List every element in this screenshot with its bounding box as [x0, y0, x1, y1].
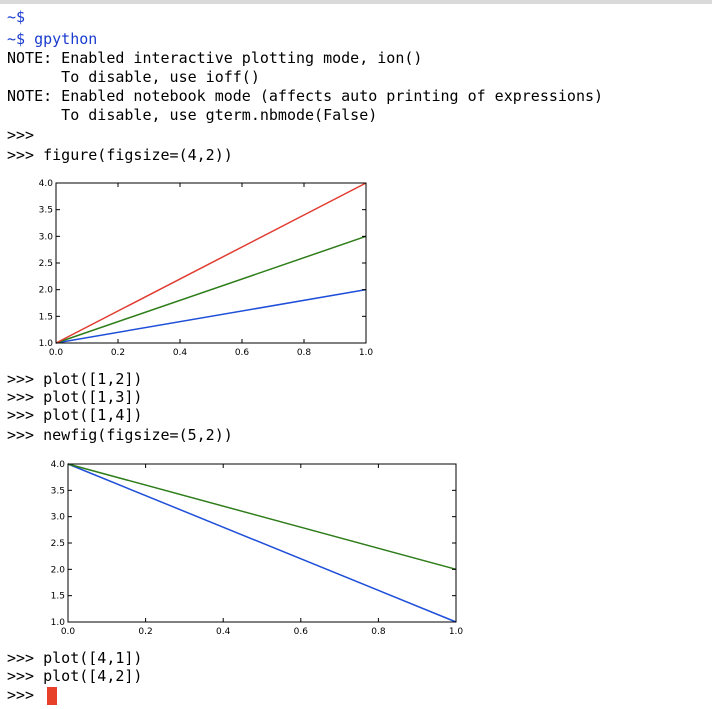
x-tick-label: 0.8 — [297, 348, 312, 358]
python-command-line: >>> plot([1,2]) — [7, 370, 143, 388]
y-tick-label: 1.5 — [51, 592, 65, 602]
x-tick-label: 1.0 — [449, 627, 464, 637]
series-line-1 — [55, 235, 367, 344]
python-command-line: >>> figure(figsize=(4,2)) — [7, 146, 233, 164]
python-command-line: >>> plot([1,4]) — [7, 406, 143, 424]
python-prompt-line: >>> — [7, 126, 35, 144]
series-line-0 — [55, 288, 367, 344]
x-tick-label: 0.0 — [61, 627, 76, 637]
output-line: To disable, use gterm.nbmode(False) — [7, 106, 378, 124]
y-tick-label: 1.5 — [39, 312, 53, 322]
series-line-1 — [67, 463, 457, 571]
python-prompt-line[interactable]: >>> — [7, 686, 35, 704]
x-tick-label: 0.0 — [49, 348, 64, 358]
y-tick-label: 4.0 — [39, 179, 54, 189]
shell-prompt-line: ~$ — [7, 8, 26, 26]
y-tick-label: 1.0 — [39, 339, 54, 349]
x-tick-label: 1.0 — [359, 348, 374, 358]
x-tick-label: 0.4 — [173, 348, 188, 358]
python-command-line: >>> plot([4,2]) — [7, 667, 143, 685]
x-tick-label: 0.6 — [235, 348, 250, 358]
y-tick-label: 3.5 — [51, 486, 65, 496]
y-tick-label: 3.0 — [39, 232, 54, 242]
y-tick-label: 2.5 — [51, 539, 65, 549]
figure-1-plot: 1.0 1.5 2.0 2.5 3.0 3.5 4.0 0.0 0.2 0.4 0.6 0.8 1.0 — [0, 170, 400, 365]
python-command-line: >>> plot([4,1]) — [7, 649, 143, 667]
x-tick-label: 0.4 — [216, 627, 231, 637]
shell-command-line: ~$ gpython — [7, 30, 98, 48]
chart-svg: 1.0 1.5 2.0 2.5 3.0 3.5 4.0 0.0 0.2 0.4 0.6 0.8 1.0 — [39, 179, 374, 358]
x-tick-label: 0.2 — [138, 627, 152, 637]
output-line: To disable, use ioff() — [7, 68, 260, 86]
python-command-line: >>> plot([1,3]) — [7, 388, 143, 406]
x-tick-label: 0.6 — [294, 627, 309, 637]
y-tick-label: 4.0 — [51, 460, 66, 470]
y-tick-label: 2.0 — [39, 286, 54, 296]
series-line-2 — [55, 182, 367, 344]
x-tick-label: 0.2 — [111, 348, 125, 358]
y-tick-label: 3.0 — [51, 513, 66, 523]
chart-svg: 1.0 1.5 2.0 2.5 3.0 3.5 4.0 0.0 0.2 0.4 0.6 0.8 1.0 — [51, 460, 464, 637]
text-cursor — [47, 687, 57, 705]
y-tick-label: 2.5 — [39, 259, 53, 269]
series-line-0 — [67, 463, 457, 623]
window-top-border — [0, 0, 712, 4]
output-line: NOTE: Enabled notebook mode (affects aut… — [7, 87, 604, 105]
y-tick-label: 1.0 — [51, 618, 66, 628]
python-command-line: >>> newfig(figsize=(5,2)) — [7, 426, 233, 444]
y-tick-label: 3.5 — [39, 206, 53, 216]
figure-2-plot: 1.0 1.5 2.0 2.5 3.0 3.5 4.0 0.0 0.2 0.4 0.6 0.8 1.0 — [0, 452, 480, 644]
y-tick-label: 2.0 — [51, 565, 66, 575]
output-line: NOTE: Enabled interactive plotting mode,… — [7, 49, 423, 67]
x-tick-label: 0.8 — [371, 627, 386, 637]
